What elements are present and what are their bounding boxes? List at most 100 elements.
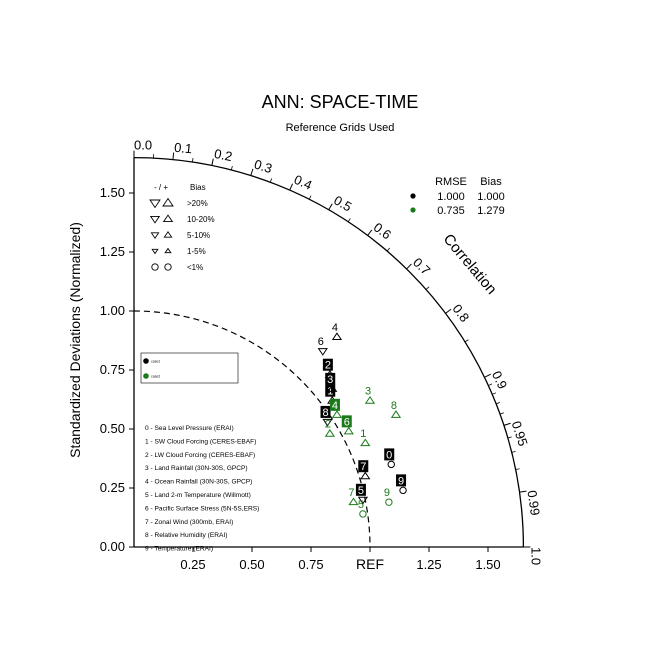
- bias-legend-label: >20%: [187, 199, 208, 208]
- point-marker: [399, 486, 407, 495]
- stats-legend: RMSE Bias 1.000 1.000 0.735 1.279: [410, 176, 505, 217]
- variable-legend-item: 6 - Pacific Surface Stress (5N-5S,ERS): [145, 505, 259, 512]
- correlation-tick: [406, 263, 412, 270]
- correlation-tick-label: 0.5: [331, 192, 354, 214]
- correlation-minor-tick: [386, 247, 391, 252]
- point-label: 8: [322, 407, 328, 419]
- point-model1-7: 7: [358, 460, 371, 480]
- reference-arc: [133, 310, 371, 548]
- case-legend-label-1: case1: [151, 360, 160, 364]
- point-model1-8: 8: [320, 405, 333, 427]
- correlation-tick-label: 0.0: [134, 138, 152, 153]
- variable-legend-item: 0 - Sea Level Pressure (ERAI): [145, 425, 234, 432]
- correlation-arc-label: Correlation: [440, 231, 500, 298]
- point-marker: [385, 498, 393, 506]
- stats-bias-model2: 1.279: [477, 205, 505, 217]
- correlation-tick: [172, 152, 175, 160]
- bias-legend-triangle-up: [162, 197, 174, 207]
- bias-legend-bias-header: Bias: [190, 183, 206, 192]
- y-tick-label: 1.00: [100, 303, 125, 318]
- stats-header-rmse: RMSE: [435, 176, 467, 188]
- case-legend-dot-2: [143, 373, 149, 379]
- stats-rmse-model1: 1.000: [437, 191, 465, 203]
- point-label-box: [322, 358, 333, 371]
- correlation-tick-label: 0.4: [292, 172, 315, 193]
- case-legend-box: [140, 352, 239, 384]
- case-legend: case1 case2: [140, 352, 239, 384]
- correlation-tick-label: 0.2: [213, 146, 234, 164]
- variable-legend-item: 9 - Temperature (ERAI): [145, 546, 213, 553]
- correlation-tick-label: 0.99: [524, 489, 542, 516]
- point-model2-4: 4: [329, 398, 343, 418]
- correlation-minor-tick: [192, 157, 194, 163]
- point-label: 9: [398, 475, 404, 487]
- point-label-box: [329, 398, 340, 411]
- point-label: 4: [332, 322, 338, 334]
- correlation-tick-label: 0.6: [371, 219, 394, 242]
- axes: [133, 156, 525, 548]
- correlation-tick-label: 0.3: [252, 156, 274, 176]
- correlation-tick: [367, 229, 373, 236]
- point-marker: [357, 496, 369, 505]
- bias-legend-triangle-up: [164, 247, 172, 254]
- correlation-minor-tick: [507, 436, 512, 439]
- correlation-minor-tick: [488, 383, 493, 386]
- point-marker: [324, 429, 336, 437]
- point-model2-7: 7: [348, 487, 359, 506]
- correlation-minor-tick: [495, 402, 501, 405]
- point-marker: [360, 471, 371, 480]
- correlation-minor-tick: [492, 392, 497, 395]
- point-model1-9: 9: [396, 474, 407, 495]
- point-model1-6: 6: [317, 336, 328, 356]
- point-marker: [343, 426, 354, 435]
- point-marker: [317, 348, 328, 356]
- point-marker: [322, 418, 333, 427]
- point-marker: [331, 332, 343, 340]
- correlation-tick: [503, 422, 511, 426]
- y-tick-label: 0.75: [100, 362, 125, 377]
- correlation-tick: [211, 158, 214, 166]
- correlation-minor-tick: [515, 468, 520, 470]
- bias-legend-circle: [164, 263, 172, 271]
- correlation-tick: [445, 308, 452, 314]
- correlation-tick: [519, 490, 527, 493]
- stats-rmse-model2: 0.735: [437, 205, 465, 217]
- point-marker: [387, 460, 395, 469]
- point-model1-4: 4: [331, 322, 343, 340]
- bias-legend-triangle-down: [151, 248, 159, 255]
- point-label: 3: [327, 374, 333, 386]
- case-legend-label-2: case2: [151, 375, 160, 379]
- correlation-tick-label: 0.95: [509, 419, 531, 448]
- point-label-box: [341, 415, 352, 428]
- point-marker: [364, 395, 376, 404]
- point-model2-9: 9: [384, 487, 393, 506]
- point-label: 5: [358, 499, 364, 511]
- chart-title: ANN: SPACE-TIME: [262, 92, 419, 112]
- bias-legend-label: 1-5%: [187, 247, 206, 256]
- point-model2-1: 1: [360, 428, 371, 447]
- correlation-tick: [484, 373, 491, 378]
- point-marker: [390, 410, 402, 418]
- point-label: 9: [384, 487, 390, 499]
- point-label: 0: [386, 449, 392, 461]
- point-label: 6: [344, 416, 350, 428]
- y-tick-label: 0.25: [100, 480, 125, 495]
- point-model2-6: 6: [341, 415, 354, 435]
- case-legend-dot-1: [143, 358, 149, 364]
- correlation-tick: [289, 183, 294, 191]
- point-marker: [348, 497, 359, 506]
- correlation-minor-tick: [230, 165, 233, 171]
- y-tick-label: 0.50: [100, 421, 125, 436]
- point-label-box: [384, 448, 395, 461]
- x-tick-label: 0.50: [239, 557, 264, 572]
- x-tick-label: 0.25: [180, 557, 205, 572]
- y-tick-label: 1.25: [100, 244, 125, 259]
- bias-legend-label: <1%: [187, 263, 203, 272]
- point-label: 7: [348, 487, 354, 499]
- point-marker: [359, 510, 367, 518]
- correlation-minor-tick: [425, 286, 430, 290]
- point-label-box: [320, 405, 331, 418]
- point-label: 1: [360, 428, 366, 440]
